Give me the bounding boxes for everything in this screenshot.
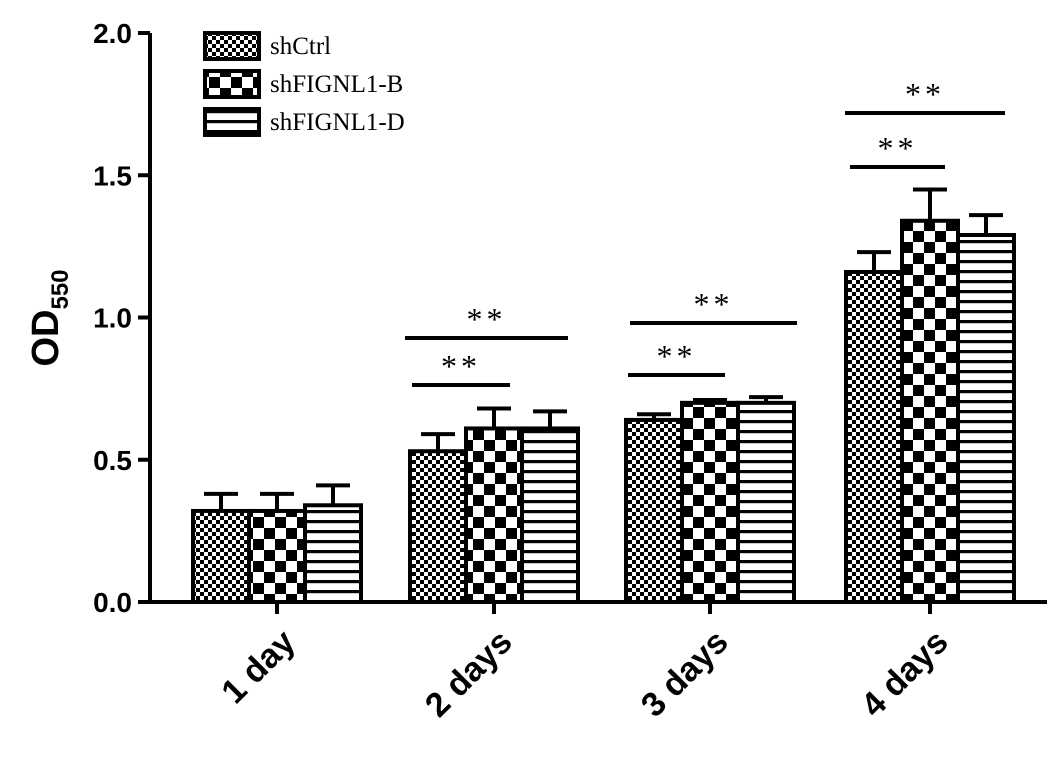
y-axis: 0.0 0.5 1.0 1.5 2.0 (93, 18, 152, 618)
y-axis-title: OD550 (25, 269, 74, 366)
legend-label: shFIGNL1-D (270, 109, 405, 136)
y-tick-label: 0.5 (93, 445, 132, 476)
bar (956, 232, 1016, 604)
significance-annotations: ** ** ** ** ** ** (405, 76, 1005, 387)
y-tick-label: 0.0 (93, 587, 132, 618)
x-tick-label: 1 day (214, 623, 302, 711)
bar (900, 218, 960, 605)
bar (680, 400, 740, 604)
legend: shCtrl shFIGNL1-B shFIGNL1-D (203, 31, 405, 137)
bar (844, 269, 904, 604)
x-axis: 1 day 2 days 3 days 4 days (148, 600, 1047, 725)
legend-label: shCtrl (270, 33, 331, 60)
y-tick-label: 2.0 (93, 18, 132, 49)
legend-swatch (203, 31, 261, 61)
y-axis-title-subscript: 550 (47, 269, 74, 309)
x-tick-label: 3 days (634, 623, 736, 725)
significance-label: ** (905, 76, 945, 112)
bar (520, 426, 580, 604)
bar (624, 417, 684, 605)
bar (736, 400, 796, 604)
legend-label: shFIGNL1-B (270, 71, 403, 98)
significance-label: ** (694, 286, 734, 322)
bar (303, 503, 363, 604)
error-bars (204, 187, 1003, 511)
significance-label: ** (441, 348, 481, 384)
significance-label: ** (878, 130, 918, 166)
significance-label: ** (467, 301, 507, 337)
x-tick-label: 2 days (418, 623, 520, 725)
y-tick-label: 1.5 (93, 160, 132, 191)
bar (464, 426, 524, 604)
y-tick-label: 1.0 (93, 303, 132, 334)
y-axis-title-main: OD (25, 310, 67, 367)
legend-swatch (203, 69, 261, 99)
bar (191, 508, 251, 604)
bar (408, 449, 468, 604)
significance-label: ** (657, 338, 697, 374)
legend-swatch (203, 107, 261, 137)
bar (247, 508, 307, 604)
x-tick-label: 4 days (854, 623, 956, 725)
bars (191, 218, 1016, 605)
